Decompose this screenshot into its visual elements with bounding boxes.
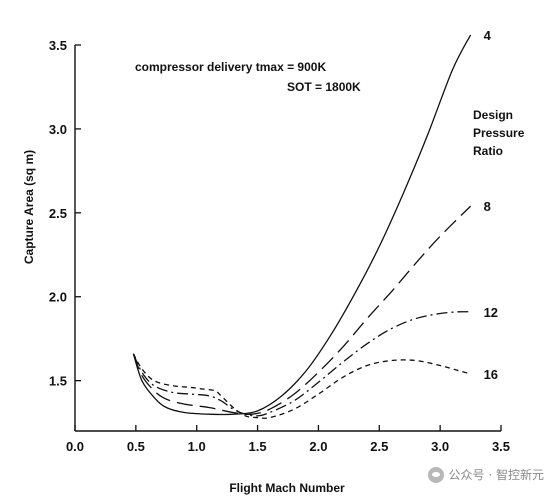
series-line-pr-8 [132, 205, 472, 416]
y-tick-label: 2.0 [49, 290, 67, 305]
x-tick-label: 3.0 [431, 439, 449, 454]
x-tick-label: 1.0 [188, 439, 206, 454]
legend-title-line-3: Ratio [473, 144, 503, 158]
series-label-pr-8: 8 [484, 199, 491, 214]
legend-title-line-2: Pressure [473, 126, 525, 140]
watermark: 公众号 · 智控新元 [427, 466, 544, 483]
series-labels: 4 8 12 16 [484, 28, 498, 382]
x-axis-title: Flight Mach Number [229, 481, 345, 495]
y-tick-label: 3.5 [49, 38, 67, 53]
annotation-sot: SOT = 1800K [287, 80, 361, 94]
y-tick-label: 2.5 [49, 206, 67, 221]
series-label-pr-4: 4 [484, 28, 492, 43]
legend-title-line-1: Design [473, 108, 513, 122]
x-tick-label: 2.0 [309, 439, 327, 454]
y-ticks: 1.5 2.0 2.5 3.0 3.5 [49, 38, 81, 389]
x-tick-label: 0.5 [127, 439, 145, 454]
series-line-pr-4 [132, 34, 472, 416]
y-axis-title: Capture Area (sq m) [22, 150, 36, 264]
x-tick-label: 0.0 [66, 439, 84, 454]
axes [74, 45, 501, 432]
series-line-pr-16 [132, 353, 471, 419]
y-tick-label: 1.5 [49, 374, 67, 389]
x-tick-label: 1.5 [249, 439, 267, 454]
series-label-pr-16: 16 [484, 367, 498, 382]
series-label-pr-12: 12 [484, 305, 498, 320]
y-tick-label: 3.0 [49, 122, 67, 137]
x-tick-label: 3.5 [492, 439, 510, 454]
series-lines [132, 34, 472, 419]
x-ticks: 0.0 0.5 1.0 1.5 2.0 2.5 3.0 3.5 [66, 425, 510, 454]
x-tick-label: 2.5 [370, 439, 388, 454]
annotation-tmax: compressor delivery tmax = 900K [135, 60, 326, 74]
wechat-icon [427, 466, 444, 483]
series-line-pr-12 [132, 311, 471, 417]
watermark-text: 公众号 · 智控新元 [448, 468, 544, 482]
